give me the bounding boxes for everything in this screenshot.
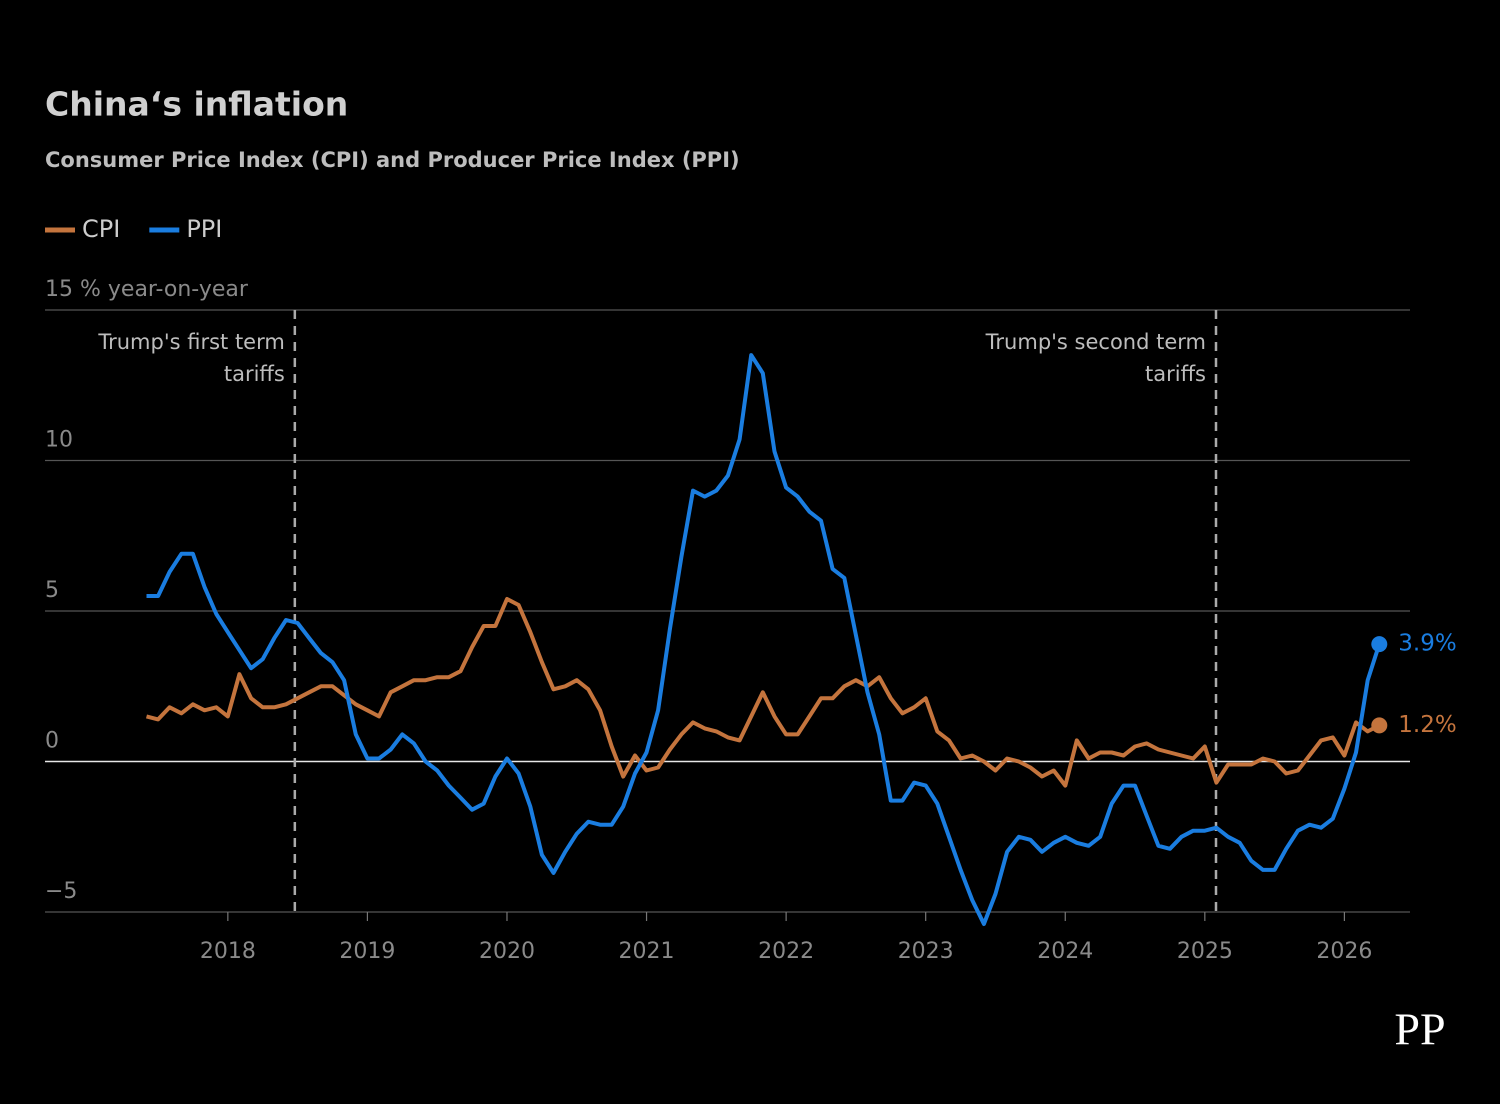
x-tick-label: 2024 [1037, 939, 1093, 964]
series-line [146, 353, 1382, 926]
end-point [1371, 636, 1388, 653]
annotation-text: tariffs [224, 362, 285, 386]
x-tick-label: 2020 [479, 939, 535, 964]
x-tick-label: 2022 [758, 939, 814, 964]
logo: PP [1394, 1004, 1445, 1055]
legend-label: PPI [186, 215, 222, 243]
x-tick-label: 2019 [339, 939, 395, 964]
end-point [1371, 717, 1388, 734]
annotation-text: tariffs [1145, 362, 1206, 386]
x-tick-label: 2021 [619, 939, 675, 964]
legend-label: CPI [82, 215, 120, 243]
annotation-text: Trump's second term [985, 330, 1206, 354]
y-tick-label: 15 % year-on-year [45, 277, 249, 302]
y-tick-label: 0 [45, 729, 59, 754]
y-tick-label: 5 [45, 578, 59, 603]
y-tick-label: −5 [45, 879, 77, 904]
x-tick-label: 2025 [1177, 939, 1233, 964]
x-tick-label: 2018 [200, 939, 256, 964]
annotation-text: Trump's first term [97, 330, 284, 354]
value-label: 3.9% [1398, 631, 1456, 657]
y-tick-label: 10 [45, 428, 73, 453]
x-tick-label: 2023 [898, 939, 954, 964]
series-line [145, 597, 1381, 788]
x-tick-label: 2026 [1316, 939, 1372, 964]
chart-subtitle: Consumer Price Index (CPI) and Producer … [45, 148, 740, 172]
value-label: 1.2% [1398, 712, 1456, 738]
chart-title: China‘s inflation [45, 85, 348, 124]
